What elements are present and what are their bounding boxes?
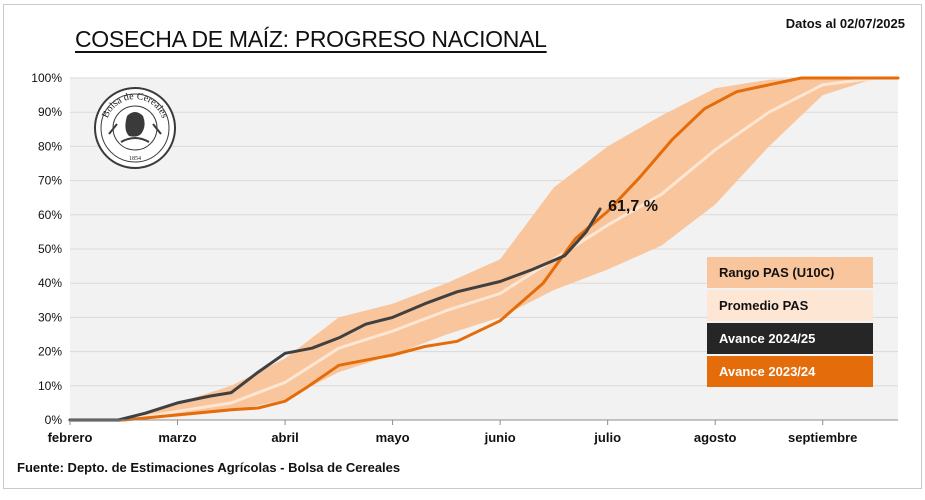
y-tick-label: 30% — [38, 310, 62, 324]
y-tick-label: 0% — [45, 413, 63, 427]
y-tick-label: 10% — [38, 379, 62, 393]
y-tick-label: 60% — [38, 208, 62, 222]
series-current-line — [68, 207, 602, 422]
legend-previous: Avance 2023/24 — [707, 356, 873, 387]
bolsa-de-cereales-logo: Bolsa de Cereales 1854 — [94, 87, 176, 169]
x-tick-label: abril — [271, 430, 298, 445]
logo-year: 1854 — [129, 156, 141, 162]
current-value-annotation: 61,7 % — [608, 198, 658, 215]
data-date: Datos al 02/07/2025 — [785, 16, 905, 31]
chart-title: COSECHA DE MAÍZ: PROGRESO NACIONAL — [75, 26, 547, 52]
y-tick-label: 50% — [38, 242, 62, 256]
x-tick-label: junio — [484, 430, 516, 445]
y-tick-label: 40% — [38, 276, 62, 290]
series-range-band — [70, 78, 898, 420]
series-average-line — [68, 76, 900, 422]
legend-average: Promedio PAS — [707, 290, 873, 321]
legend-current: Avance 2024/25 — [707, 323, 873, 354]
y-axis: 0% 10% 20% 30% 40% 50% 60% 70% 80% 90% 100% — [31, 71, 62, 427]
x-tick-label: septiembre — [788, 430, 857, 445]
y-tick-label: 100% — [31, 71, 62, 85]
y-tick-label: 70% — [38, 174, 62, 188]
y-tick-label: 80% — [38, 139, 62, 153]
legend-range: Rango PAS (U10C) — [707, 257, 873, 288]
series-layer — [68, 76, 900, 422]
y-tick-label: 20% — [38, 345, 62, 359]
y-tick-label: 90% — [38, 105, 62, 119]
x-tick-label: mayo — [376, 430, 410, 445]
source-note: Fuente: Depto. de Estimaciones Agrícolas… — [17, 460, 401, 475]
series-previous-line — [68, 76, 900, 422]
x-tick-label: marzo — [158, 430, 196, 445]
x-tick-label: julio — [593, 430, 621, 445]
x-axis: febrero marzo abril mayo junio julio agosto sep… — [48, 419, 898, 445]
x-tick-label: febrero — [48, 430, 93, 445]
x-tick-label: agosto — [694, 430, 737, 445]
